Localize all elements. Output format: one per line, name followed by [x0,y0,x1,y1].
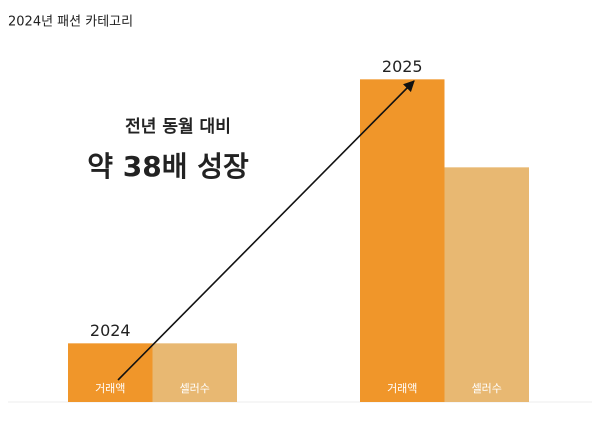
annotation: 약 38배 성장 [87,150,249,183]
series-label: 셀러수 [472,382,502,395]
category-label: 2025 [382,57,423,76]
series-label: 셀러수 [180,382,210,395]
series-label: 거래액 [95,382,125,395]
chart-title: 2024년 패션 카테고리 [8,15,133,30]
bar [444,167,529,402]
bar [68,343,153,402]
growth-arrow [117,80,415,381]
bar [152,343,237,402]
category-label: 2024 [90,321,131,340]
annotation: 전년 동월 대비 [125,117,231,137]
bar [360,79,445,402]
series-label: 거래액 [387,382,417,395]
